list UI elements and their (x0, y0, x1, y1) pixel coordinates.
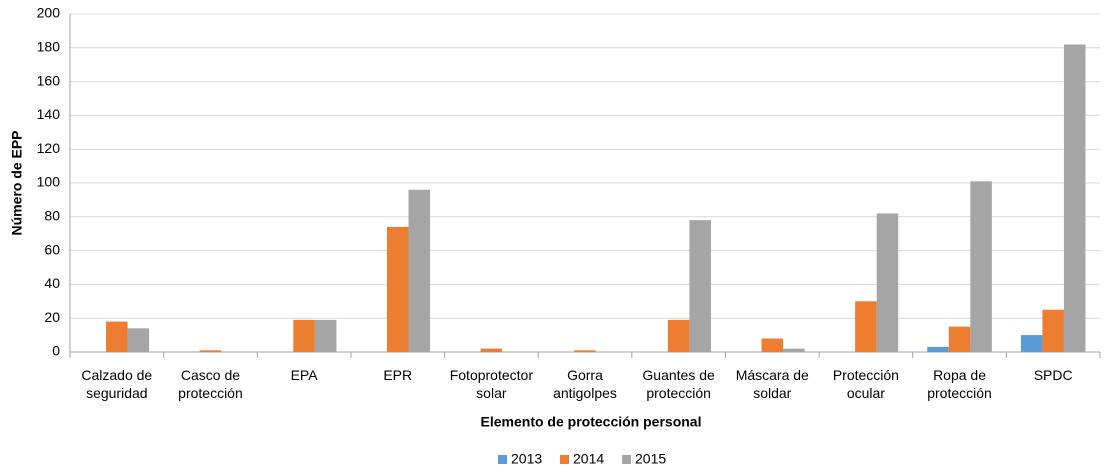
bar (106, 321, 128, 352)
x-tick-label: Protección ocular (832, 367, 899, 401)
y-tick-label: 80 (44, 208, 60, 224)
bar (927, 346, 949, 352)
y-tick-label: 140 (37, 106, 61, 122)
y-tick-label: 0 (52, 343, 60, 359)
bar (408, 189, 431, 352)
bar (127, 328, 150, 352)
bar (574, 350, 596, 352)
bar (783, 348, 805, 352)
x-tick-label: Guantes de protección (642, 367, 715, 401)
y-tick-label: 120 (37, 140, 61, 156)
y-tick-label: 200 (37, 5, 61, 21)
x-tick-label: Fotoprotector solar (449, 367, 533, 401)
legend-swatch (560, 455, 569, 464)
bar (689, 220, 711, 352)
bar (970, 181, 992, 352)
x-tick-label: Calzado de seguridad (81, 367, 153, 401)
bar (667, 319, 690, 352)
bar (1063, 44, 1086, 353)
y-tick-label: 160 (37, 72, 61, 88)
y-tick-label: 100 (37, 174, 61, 190)
bar (480, 348, 503, 352)
legend-swatch (622, 455, 631, 464)
x-tick-label: Gorra antigolpes (553, 367, 617, 401)
y-tick-label: 40 (44, 275, 60, 291)
bar (386, 226, 409, 352)
bar (1020, 335, 1043, 352)
x-tick-label: SPDC (1033, 367, 1073, 383)
legend-label: 2015 (635, 451, 666, 467)
y-tick-label: 60 (44, 241, 60, 257)
bar (948, 326, 971, 352)
legend-swatch (498, 455, 507, 464)
bar (1042, 309, 1064, 352)
x-tick-label: Casco de protección (178, 367, 243, 401)
bar (314, 319, 337, 352)
y-tick-label: 20 (44, 309, 60, 325)
x-tick-label: EPR (383, 367, 413, 383)
x-tick-label: Ropa de protección (927, 367, 992, 401)
bar (876, 213, 899, 352)
x-tick-label: Máscara de soldar (735, 367, 809, 401)
bar (199, 350, 222, 352)
x-axis-title: Elemento de protección personal (481, 414, 702, 430)
bar (855, 301, 877, 352)
y-axis-title: Número de EPP (9, 130, 25, 235)
bar (293, 319, 315, 352)
y-tick-label: 180 (37, 39, 61, 55)
bar (761, 338, 784, 352)
legend-label: 2014 (573, 451, 604, 467)
x-tick-label: EPA (290, 367, 318, 383)
legend-label: 2013 (511, 451, 542, 467)
